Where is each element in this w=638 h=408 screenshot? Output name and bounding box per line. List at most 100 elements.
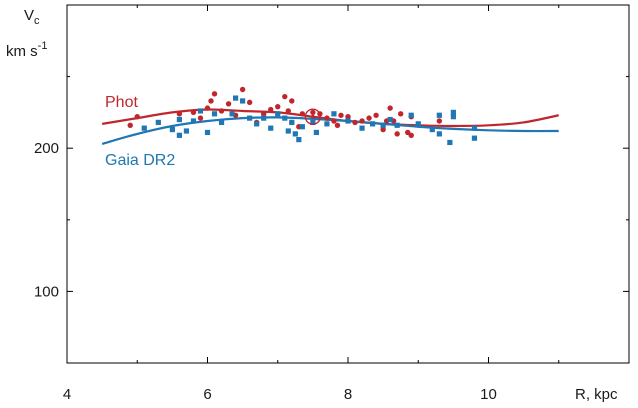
- data-point-phot: [310, 109, 316, 116]
- x-tick-label: 8: [344, 386, 352, 403]
- model-curves: [101, 108, 559, 145]
- curve-gaia-dr2: [101, 116, 559, 145]
- data-point-phot: [289, 98, 295, 104]
- data-point-phot: [197, 115, 204, 121]
- data-point-phot: [261, 111, 267, 117]
- data-point-gaia-dr2: [183, 128, 190, 134]
- data-point-gaia-dr2: [211, 111, 218, 117]
- data-point-gaia-dr2: [292, 131, 298, 137]
- data-points: [127, 86, 478, 146]
- data-point-gaia-dr2: [169, 126, 175, 133]
- data-point-gaia-dr2: [289, 119, 295, 126]
- data-point-phot: [218, 108, 225, 114]
- data-point-phot: [225, 101, 232, 107]
- data-point-gaia-dr2: [261, 115, 267, 121]
- curve-phot: [101, 108, 559, 128]
- data-point-phot: [380, 126, 386, 133]
- data-point-gaia-dr2: [313, 129, 319, 136]
- sun-marker: [304, 108, 322, 125]
- data-point-gaia-dr2: [415, 121, 421, 127]
- data-point-phot: [345, 113, 351, 120]
- data-point-phot: [239, 86, 246, 93]
- x-tick-label: 6: [203, 386, 211, 403]
- data-point-gaia-dr2: [429, 126, 435, 133]
- data-point-gaia-dr2: [408, 112, 414, 118]
- axis-ticks: 4 6 8 10 100 200: [34, 4, 630, 403]
- data-point-gaia-dr2: [176, 116, 182, 123]
- data-point-gaia-dr2: [394, 122, 400, 128]
- data-point-gaia-dr2: [310, 119, 316, 126]
- data-point-gaia-dr2: [387, 116, 393, 123]
- data-point-gaia-dr2: [240, 98, 246, 104]
- data-point-gaia-dr2: [436, 112, 442, 118]
- data-point-gaia-dr2: [296, 137, 302, 143]
- data-point-phot: [397, 111, 404, 117]
- data-point-gaia-dr2: [275, 111, 281, 117]
- data-point-gaia-dr2: [285, 128, 291, 134]
- data-point-gaia-dr2: [299, 124, 305, 130]
- data-point-phot: [204, 105, 211, 111]
- data-point-phot: [408, 132, 414, 139]
- data-point-gaia-dr2: [471, 125, 478, 131]
- data-point-phot: [299, 111, 306, 117]
- data-point-gaia-dr2: [218, 119, 225, 126]
- data-point-phot: [275, 103, 281, 110]
- data-point-gaia-dr2: [197, 108, 204, 114]
- data-point-phot: [338, 112, 344, 118]
- data-point-gaia-dr2: [254, 121, 260, 127]
- y-axis-unit: km s-1: [6, 40, 47, 60]
- data-point-phot: [134, 113, 140, 120]
- legend-label-phot: Phot: [105, 94, 138, 111]
- plot-frame: [66, 4, 630, 364]
- data-point-phot: [373, 112, 379, 118]
- data-point-gaia-dr2: [141, 125, 147, 131]
- data-point-phot: [246, 99, 253, 106]
- data-point-gaia-dr2: [282, 115, 288, 121]
- data-point-phot: [436, 118, 443, 124]
- data-point-gaia-dr2: [155, 119, 161, 126]
- data-point-phot: [127, 122, 133, 128]
- data-point-gaia-dr2: [324, 121, 330, 127]
- x-tick-label: 10: [480, 386, 497, 403]
- data-point-phot: [268, 106, 274, 113]
- data-point-gaia-dr2: [247, 115, 253, 121]
- y-axis-title: Vc: [24, 7, 40, 27]
- data-point-gaia-dr2: [471, 135, 478, 141]
- data-point-gaia-dr2: [436, 131, 442, 137]
- data-point-gaia-dr2: [268, 125, 274, 131]
- data-point-phot: [352, 119, 358, 126]
- data-point-gaia-dr2: [204, 129, 211, 136]
- x-axis-title: R, kpc: [575, 386, 618, 403]
- data-point-gaia-dr2: [369, 121, 376, 127]
- data-point-phot: [334, 122, 341, 128]
- sun-marker-ring: [304, 108, 322, 125]
- data-point-phot: [211, 91, 218, 97]
- data-point-gaia-dr2: [447, 139, 453, 146]
- data-point-gaia-dr2: [359, 125, 365, 131]
- data-point-phot: [387, 105, 393, 111]
- data-point-gaia-dr2: [450, 114, 456, 120]
- data-point-phot: [282, 93, 288, 100]
- data-point-gaia-dr2: [450, 109, 456, 115]
- data-point-phot: [176, 111, 183, 117]
- data-point-gaia-dr2: [233, 95, 239, 101]
- data-point-gaia-dr2: [229, 111, 235, 117]
- data-point-phot: [208, 98, 214, 104]
- data-point-gaia-dr2: [176, 132, 182, 138]
- data-point-phot: [366, 115, 372, 121]
- data-point-phot: [394, 131, 400, 137]
- data-point-phot: [331, 118, 337, 124]
- y-tick-label: 100: [34, 283, 59, 300]
- data-point-phot: [190, 109, 197, 116]
- x-tick-label: 4: [63, 386, 71, 403]
- data-point-gaia-dr2: [331, 111, 337, 117]
- y-tick-label: 200: [34, 140, 59, 157]
- data-point-phot: [324, 115, 330, 121]
- legend-label-gaia-dr2: Gaia DR2: [105, 152, 175, 169]
- data-point-gaia-dr2: [190, 118, 197, 124]
- data-point-gaia-dr2: [380, 122, 386, 128]
- sun-marker-dot: [311, 114, 315, 119]
- data-point-phot: [285, 108, 291, 114]
- data-point-gaia-dr2: [345, 118, 351, 124]
